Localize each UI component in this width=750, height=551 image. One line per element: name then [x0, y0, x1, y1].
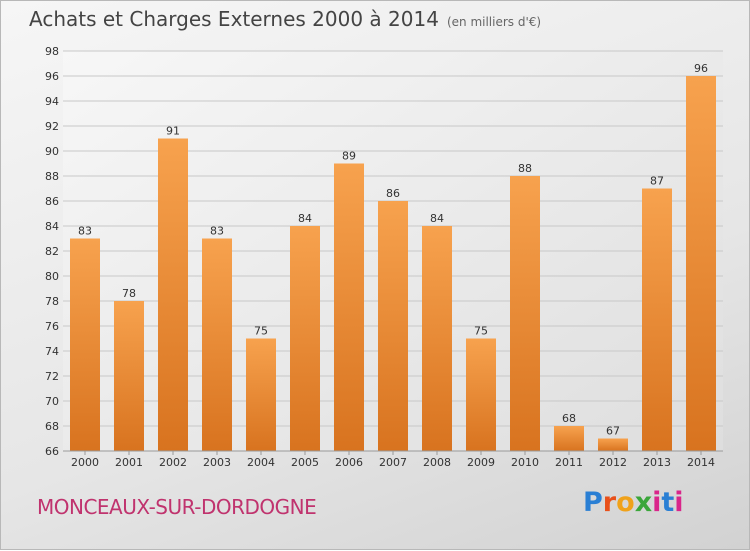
bar: [290, 226, 320, 451]
bar-value-label: 84: [430, 212, 444, 225]
bar: [114, 301, 144, 451]
x-tick-label: 2003: [203, 456, 231, 469]
x-tick-label: 2013: [643, 456, 671, 469]
x-tick-label: 2010: [511, 456, 539, 469]
bar: [378, 201, 408, 451]
city-name: MONCEAUX-SUR-DORDOGNE: [37, 495, 317, 519]
x-tick-label: 2002: [159, 456, 187, 469]
y-axis: 66 68 70 72 74 76 78 80 82 84 86 88 90 92 94 96 98: [45, 45, 59, 458]
bar: [246, 338, 276, 451]
bar: [642, 188, 672, 451]
bar: [598, 438, 628, 451]
proxiti-logo: Proxiti: [583, 487, 684, 518]
x-tick-label: 2012: [599, 456, 627, 469]
y-tick-label: 90: [45, 145, 59, 158]
y-tick-label: 74: [45, 345, 59, 358]
bar-value-label: 96: [694, 62, 708, 75]
y-tick-label: 80: [45, 270, 59, 283]
bar: [554, 426, 584, 451]
x-tick-label: 2011: [555, 456, 583, 469]
y-tick-label: 70: [45, 395, 59, 408]
bar-value-label: 88: [518, 162, 532, 175]
x-tick-label: 2007: [379, 456, 407, 469]
x-tick-label: 2014: [687, 456, 715, 469]
bar: [422, 226, 452, 451]
y-tick-label: 78: [45, 295, 59, 308]
bar-value-label: 86: [386, 187, 400, 200]
y-tick-label: 96: [45, 70, 59, 83]
bar-value-label: 68: [562, 412, 576, 425]
y-tick-label: 94: [45, 95, 59, 108]
bar-value-label: 87: [650, 175, 664, 188]
bar: [510, 176, 540, 451]
bar: [202, 238, 232, 451]
bar-value-label: 89: [342, 150, 356, 163]
bars: 83 78 91 83 75 84 89 86 84 75 88 68 67 87 96: [70, 62, 716, 451]
x-tick-label: 2008: [423, 456, 451, 469]
y-tick-label: 72: [45, 370, 59, 383]
x-tick-label: 2004: [247, 456, 275, 469]
y-tick-label: 66: [45, 445, 59, 458]
y-tick-label: 86: [45, 195, 59, 208]
bar-value-label: 75: [254, 325, 268, 338]
bar-value-label: 91: [166, 125, 180, 138]
y-tick-label: 88: [45, 170, 59, 183]
bar-value-label: 83: [210, 225, 224, 238]
y-tick-label: 82: [45, 245, 59, 258]
bar: [158, 138, 188, 451]
bar-value-label: 83: [78, 225, 92, 238]
x-axis: 2000 2001 2002 2003 2004 2005 2006 2007 2008 2009…: [63, 450, 723, 469]
bar: [334, 163, 364, 451]
y-tick-label: 98: [45, 45, 59, 58]
x-tick-label: 2001: [115, 456, 143, 469]
chart-subtitle: (en milliers d'€): [446, 15, 542, 29]
x-tick-label: 2009: [467, 456, 495, 469]
y-tick-label: 68: [45, 420, 59, 433]
x-tick-label: 2000: [71, 456, 99, 469]
bar: [466, 338, 496, 451]
y-tick-label: 76: [45, 320, 59, 333]
chart-title-text: Achats et Charges Externes 2000 à 2014: [29, 7, 439, 31]
chart-title: Achats et Charges Externes 2000 à 2014 (e…: [29, 7, 541, 31]
bar-value-label: 84: [298, 212, 312, 225]
bar: [686, 76, 716, 451]
bar-value-label: 67: [606, 425, 620, 438]
y-tick-label: 84: [45, 220, 59, 233]
bar: [70, 238, 100, 451]
bar-value-label: 75: [474, 325, 488, 338]
bar-value-label: 78: [122, 287, 136, 300]
x-tick-label: 2005: [291, 456, 319, 469]
x-tick-label: 2006: [335, 456, 363, 469]
y-tick-label: 92: [45, 120, 59, 133]
